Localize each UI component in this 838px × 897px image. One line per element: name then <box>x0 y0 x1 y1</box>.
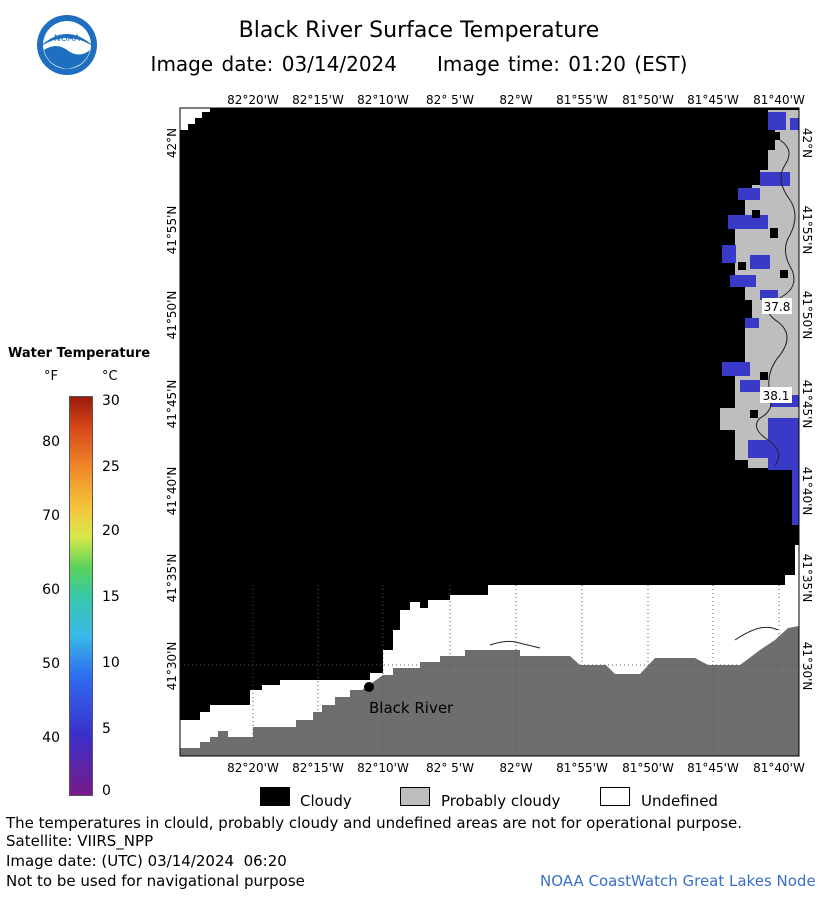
station-label: Black River <box>369 699 454 717</box>
legend-c-tick: 25 <box>102 459 120 475</box>
lat-label-right: 41°40'N <box>800 467 814 516</box>
legend-f-tick: 80 <box>42 434 60 450</box>
logo-text: NOAA <box>54 34 81 44</box>
legend-c-tick: 30 <box>102 393 120 409</box>
lat-label-left: 42°N <box>165 128 179 158</box>
lon-label-top: 82°20'W <box>227 93 279 107</box>
land-area <box>180 626 799 756</box>
lon-label-top: 82°W <box>499 93 532 107</box>
lon-label-bottom: 81°55'W <box>556 761 608 775</box>
legend-f-tick: 60 <box>42 582 60 598</box>
credit-link[interactable]: NOAA CoastWatch Great Lakes Node <box>540 872 816 890</box>
lon-label-bottom: 82°20'W <box>227 761 279 775</box>
undefined-swatch <box>600 787 630 806</box>
graticule <box>180 585 799 756</box>
legend-c-tick: 20 <box>102 523 120 539</box>
lon-label-top: 81°55'W <box>556 93 608 107</box>
contour-label: 37.8 <box>764 300 791 314</box>
legend-c-tick: 10 <box>102 655 120 671</box>
navigation-warning: Not to be used for navigational purpose <box>6 872 305 890</box>
lon-label-top: 82°10'W <box>357 93 409 107</box>
utc-image-date: Image date: (UTC) 03/14/2024 06:20 <box>6 852 287 870</box>
lat-label-left: 41°30'N <box>165 642 179 691</box>
lat-label-right: 42°N <box>800 128 814 158</box>
disclaimer-note: The temperatures in clould, probably clo… <box>6 814 743 832</box>
legend-c-tick: 15 <box>102 589 120 605</box>
image-time: Image time: 01:20 (EST) <box>437 52 688 76</box>
legend-f-tick: 70 <box>42 508 60 524</box>
legend-title: Water Temperature <box>8 346 151 361</box>
lat-label-right: 41°55'N <box>800 206 814 255</box>
lon-label-bottom: 82°10'W <box>357 761 409 775</box>
lat-label-right: 41°35'N <box>800 554 814 603</box>
legend-unit-c: °C <box>102 369 118 384</box>
legend-c-tick: 0 <box>102 783 111 799</box>
lat-label-right: 41°50'N <box>800 291 814 340</box>
map-title: Black River Surface Temperature <box>238 18 600 43</box>
lat-label-right: 41°45'N <box>800 380 814 429</box>
image-date: Image date: 03/14/2024 <box>150 52 398 76</box>
lon-label-bottom: 82°15'W <box>292 761 344 775</box>
lon-label-top: 82° 5'W <box>426 93 474 107</box>
lon-label-bottom: 82°W <box>499 761 532 775</box>
lon-label-bottom: 82° 5'W <box>426 761 474 775</box>
lon-label-bottom: 81°40'W <box>753 761 805 775</box>
lon-label-top: 82°15'W <box>292 93 344 107</box>
lat-label-left: 41°40'N <box>165 467 179 516</box>
lat-label-right: 41°30'N <box>800 642 814 691</box>
lon-label-top: 81°45'W <box>687 93 739 107</box>
lat-label-left: 41°45'N <box>165 380 179 429</box>
undefined-corner <box>180 108 210 130</box>
lon-label-top: 81°40'W <box>753 93 805 107</box>
satellite-info: Satellite: VIIRS_NPP <box>6 832 154 850</box>
map-subtitle: Image date: 03/14/2024 Image time: 01:20 … <box>0 52 838 76</box>
lon-label-top: 81°50'W <box>622 93 674 107</box>
lon-label-bottom: 81°45'W <box>687 761 739 775</box>
station-marker[interactable] <box>364 682 374 692</box>
lat-label-left: 41°50'N <box>165 291 179 340</box>
probably-cloudy-swatch <box>400 787 430 806</box>
color-scale-bar <box>69 396 93 796</box>
lat-label-left: 41°35'N <box>165 554 179 603</box>
legend-f-tick: 50 <box>42 656 60 672</box>
contour-label: 38.1 <box>763 389 790 403</box>
probably-cloudy-label: Probably cloudy <box>441 792 561 810</box>
legend-f-tick: 40 <box>42 730 60 746</box>
lon-label-bottom: 81°50'W <box>622 761 674 775</box>
legend-c-tick: 5 <box>102 721 111 737</box>
lat-label-left: 41°55'N <box>165 206 179 255</box>
undefined-label: Undefined <box>641 792 718 810</box>
legend-unit-f: °F <box>44 369 58 384</box>
cloudy-swatch <box>260 787 290 806</box>
probably-cloudy-area <box>720 110 799 525</box>
noaa-logo: NOAA <box>36 14 98 76</box>
cloudy-label: Cloudy <box>300 792 352 810</box>
